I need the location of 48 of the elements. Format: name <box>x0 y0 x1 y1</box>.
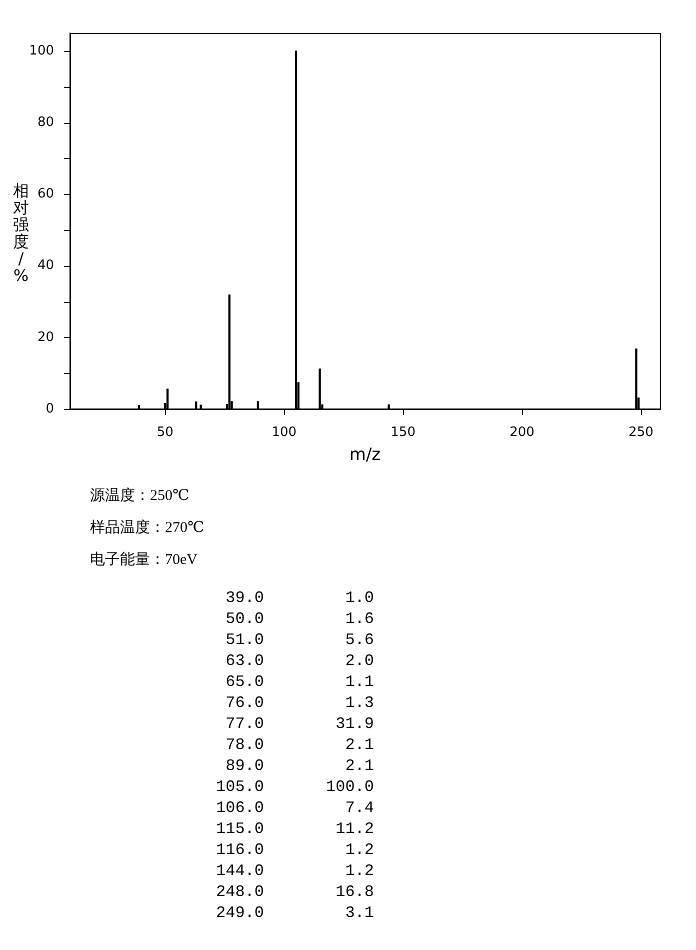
y-axis-title: 相对强度/% <box>12 181 30 285</box>
text: 5.6 <box>345 631 374 649</box>
x-tick-label: 150 <box>390 425 416 440</box>
y-tick-label: 0 <box>46 401 54 416</box>
text: 11.2 <box>336 820 374 838</box>
x-tick-label: 100 <box>272 425 297 440</box>
category-label: 144.0 <box>214 861 264 882</box>
category-label: 116.0 <box>214 840 264 861</box>
category-label: 65.0 <box>224 672 264 693</box>
y-tick-label: 100 <box>29 43 54 58</box>
text: 样品温度：270℃ <box>90 518 204 537</box>
text: 1.2 <box>345 841 374 859</box>
y-tick-label: 20 <box>37 330 54 345</box>
y-tick-label: 40 <box>37 258 54 274</box>
text: 源温度：250℃ <box>90 486 190 505</box>
text: 100.0 <box>326 778 374 796</box>
text: 1.6 <box>345 610 374 628</box>
category-label: 115.0 <box>214 819 264 840</box>
category-label: 51.0 <box>224 630 264 651</box>
category-label: 106.0 <box>214 798 264 819</box>
category-label: 249.0 <box>214 903 264 924</box>
y-tick-label: 60 <box>37 186 54 202</box>
text: 1.0 <box>345 589 374 607</box>
text: 2.1 <box>345 757 374 775</box>
category-label: 76.0 <box>224 693 264 714</box>
text: 3.1 <box>345 904 374 922</box>
text: 7.4 <box>345 799 374 817</box>
category-label: 105.0 <box>214 777 264 798</box>
category-label: 78.0 <box>224 735 264 756</box>
y-tick-label: 80 <box>37 114 54 130</box>
text: 电子能量：70eV <box>90 550 198 569</box>
text: 2.1 <box>345 736 374 754</box>
category-label: 39.0 <box>224 588 264 609</box>
x-axis-title: m/z <box>349 445 381 466</box>
text: 1.2 <box>345 862 374 880</box>
category-label: 248.0 <box>214 882 264 903</box>
text: 16.8 <box>336 883 374 901</box>
text: 1.1 <box>345 673 374 691</box>
category-label: 50.0 <box>224 609 264 630</box>
x-tick-label: 200 <box>510 425 534 440</box>
text: 1.3 <box>345 694 374 712</box>
category-label: 63.0 <box>224 651 264 672</box>
x-tick-label: 250 <box>628 425 654 440</box>
category-label: 77.0 <box>224 714 264 735</box>
text: 31.9 <box>336 715 374 733</box>
text: 2.0 <box>345 652 374 670</box>
category-label: 89.0 <box>224 756 264 777</box>
x-tick-label: 50 <box>156 425 174 440</box>
